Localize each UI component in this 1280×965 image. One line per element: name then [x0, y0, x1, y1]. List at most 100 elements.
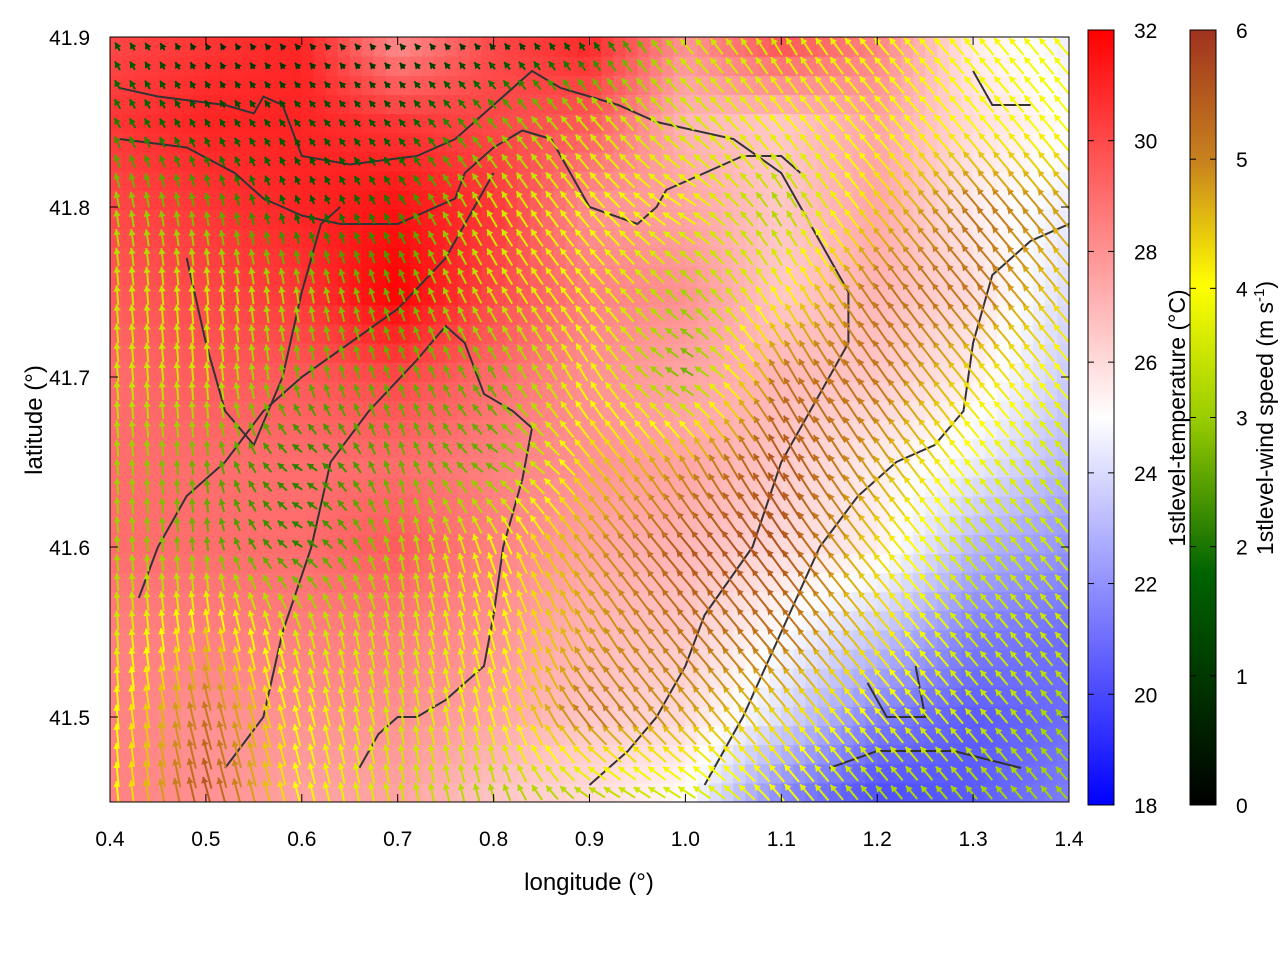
heatmap-cell [229, 534, 243, 554]
heatmap-cell [577, 610, 591, 631]
heatmap-cell [601, 706, 615, 727]
heatmap-cell [685, 610, 698, 631]
heatmap-cell [685, 649, 698, 669]
heatmap-cell [541, 572, 555, 593]
heatmap-cell [133, 649, 147, 669]
heatmap-cell [1057, 687, 1069, 707]
heatmap-cell [913, 782, 926, 802]
heatmap-cell [709, 170, 722, 191]
heatmap-cell [457, 496, 471, 516]
heatmap-cell [133, 668, 147, 688]
heatmap-cell [1045, 763, 1058, 784]
heatmap-cell [277, 228, 291, 248]
heatmap-cell [169, 151, 183, 172]
heatmap-cell [373, 706, 387, 727]
heatmap-cell [985, 782, 998, 802]
heatmap-cell [865, 782, 878, 802]
heatmap-cell [133, 209, 147, 229]
heatmap-cell [313, 75, 327, 95]
heatmap-cell [661, 629, 675, 650]
heatmap-cell [649, 37, 663, 57]
heatmap-cell [649, 381, 663, 401]
heatmap-cell [973, 591, 986, 612]
heatmap-cell [110, 649, 123, 669]
heatmap-cell [169, 610, 183, 631]
heatmap-cell [433, 476, 447, 497]
heatmap-cell [673, 304, 686, 325]
heatmap-cell [1033, 725, 1046, 746]
heatmap-cell [637, 323, 651, 344]
heatmap-cell [409, 457, 423, 478]
heatmap-cell [757, 457, 770, 478]
heatmap-cell [901, 668, 914, 688]
heatmap-cell [817, 457, 830, 478]
heatmap-cell [625, 610, 639, 631]
heatmap-cell [745, 649, 758, 669]
heatmap-cell [409, 323, 423, 344]
heatmap-cell [397, 266, 411, 287]
heatmap-cell [433, 170, 447, 191]
heatmap-cell [1033, 496, 1046, 516]
heatmap-cell [229, 496, 243, 516]
heatmap-cell [745, 629, 758, 650]
heatmap-cell [217, 476, 231, 497]
heatmap-cell [973, 763, 986, 784]
heatmap-cell [589, 649, 603, 669]
heatmap-cell [253, 744, 267, 765]
heatmap-cell [541, 591, 555, 612]
heatmap-cell [253, 285, 267, 306]
heatmap-cell [817, 323, 830, 344]
heatmap-cell [253, 304, 267, 325]
heatmap-cell [133, 323, 147, 344]
heatmap-cell [469, 170, 483, 191]
heatmap-cell [721, 591, 734, 612]
heatmap-cell [373, 132, 387, 153]
heatmap-cell [901, 629, 914, 650]
heatmap-cell [1033, 744, 1046, 765]
heatmap-cell [697, 457, 710, 478]
heatmap-cell [757, 400, 770, 421]
heatmap-cell [625, 591, 639, 612]
heatmap-cell [865, 649, 878, 669]
heatmap-cell [721, 610, 734, 631]
heatmap-cell [133, 763, 147, 784]
heatmap-cell [349, 515, 363, 535]
heatmap-cell [253, 323, 267, 344]
heatmap-cell [673, 381, 686, 401]
heatmap-cell [685, 572, 698, 593]
heatmap-cell [337, 381, 351, 401]
heatmap-cell [997, 725, 1010, 746]
heatmap-cell [661, 649, 675, 669]
heatmap-cell [217, 343, 231, 363]
heatmap-cell [661, 591, 675, 612]
heatmap-cell [541, 610, 555, 631]
heatmap-cell [577, 629, 591, 650]
heatmap-cell [193, 668, 207, 688]
heatmap-cell [805, 763, 818, 784]
heatmap-cell [253, 247, 267, 268]
heatmap-cell [193, 381, 207, 401]
heatmap-cell [661, 668, 675, 688]
heatmap-cell [157, 381, 171, 401]
heatmap-cell [110, 744, 123, 765]
heatmap-cell [217, 362, 231, 382]
heatmap-cell [925, 572, 938, 593]
heatmap-cell [409, 266, 423, 287]
heatmap-cell [133, 515, 147, 535]
heatmap-cell [133, 744, 147, 765]
heatmap-cell [1033, 687, 1046, 707]
heatmap-cell [805, 706, 818, 727]
heatmap-cell [157, 553, 171, 574]
heatmap-cell [529, 94, 543, 115]
heatmap-cell [673, 534, 686, 554]
heatmap-cell [1033, 572, 1046, 593]
heatmap-cell [577, 591, 591, 612]
heatmap-cell [1057, 782, 1069, 802]
heatmap-cell [493, 706, 507, 727]
heatmap-cell [901, 591, 914, 612]
heatmap-cell [349, 553, 363, 574]
heatmap-cell [469, 476, 483, 497]
heatmap-cell [277, 247, 291, 268]
heatmap-cell [745, 610, 758, 631]
